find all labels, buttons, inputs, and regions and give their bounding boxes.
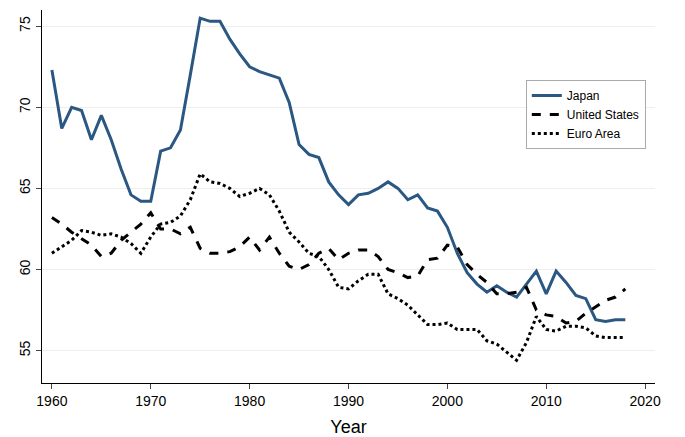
svg-text:1970: 1970 xyxy=(135,393,166,409)
svg-text:2010: 2010 xyxy=(531,393,562,409)
svg-text:65: 65 xyxy=(17,178,33,194)
svg-text:Euro Area: Euro Area xyxy=(567,127,621,141)
svg-text:1980: 1980 xyxy=(234,393,265,409)
svg-text:75: 75 xyxy=(17,16,33,32)
svg-text:Japan: Japan xyxy=(567,89,600,103)
svg-text:United States: United States xyxy=(567,108,639,122)
svg-text:55: 55 xyxy=(17,340,33,356)
svg-text:1960: 1960 xyxy=(36,393,67,409)
svg-text:70: 70 xyxy=(17,97,33,113)
svg-text:Year: Year xyxy=(330,417,366,437)
svg-text:1990: 1990 xyxy=(333,393,364,409)
svg-text:2020: 2020 xyxy=(630,393,661,409)
svg-text:60: 60 xyxy=(17,259,33,275)
svg-text:2000: 2000 xyxy=(432,393,463,409)
